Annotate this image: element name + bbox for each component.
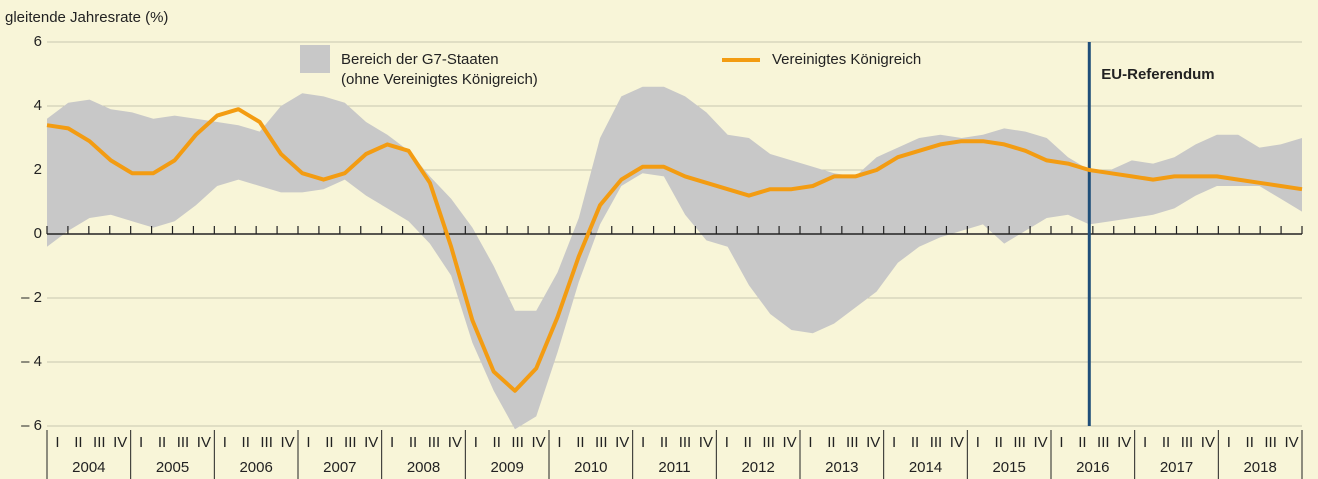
- quarter-label: IV: [364, 434, 378, 451]
- quarter-label: IV: [615, 434, 629, 451]
- year-label: 2006: [239, 459, 272, 476]
- quarter-label: II: [325, 434, 333, 451]
- year-label: 2004: [72, 459, 105, 476]
- y-tick-label: – 2: [21, 289, 42, 306]
- quarter-label: II: [911, 434, 919, 451]
- annotation-label: EU-Referendum: [1101, 66, 1214, 83]
- quarter-label: IV: [197, 434, 211, 451]
- quarter-label: I: [808, 434, 812, 451]
- quarter-label: I: [306, 434, 310, 451]
- quarter-label: I: [892, 434, 896, 451]
- g7-range-area: [47, 86, 1302, 430]
- quarter-label: III: [260, 434, 273, 451]
- quarter-label: III: [1097, 434, 1110, 451]
- quarter-label: II: [74, 434, 82, 451]
- quarter-label: II: [744, 434, 752, 451]
- quarter-label: I: [390, 434, 394, 451]
- y-tick-label: – 4: [21, 353, 42, 370]
- year-label: 2007: [323, 459, 356, 476]
- quarter-label: IV: [531, 434, 545, 451]
- quarter-label: III: [93, 434, 106, 451]
- quarter-label: II: [409, 434, 417, 451]
- quarter-label: III: [344, 434, 357, 451]
- quarter-label: II: [660, 434, 668, 451]
- quarter-label: I: [1059, 434, 1063, 451]
- quarter-label: IV: [113, 434, 127, 451]
- quarter-label: IV: [280, 434, 294, 451]
- quarter-label: IV: [950, 434, 964, 451]
- year-label: 2010: [574, 459, 607, 476]
- quarter-label: I: [725, 434, 729, 451]
- quarter-label: IV: [699, 434, 713, 451]
- year-label: 2009: [490, 459, 523, 476]
- quarter-label: II: [242, 434, 250, 451]
- quarter-label: III: [428, 434, 441, 451]
- quarter-label: IV: [1033, 434, 1047, 451]
- quarter-label: III: [679, 434, 692, 451]
- y-axis-label: gleitende Jahresrate (%): [5, 9, 168, 26]
- quarter-label: I: [223, 434, 227, 451]
- quarter-label: III: [177, 434, 190, 451]
- year-label: 2014: [909, 459, 942, 476]
- year-label: 2018: [1243, 459, 1276, 476]
- y-tick-label: 0: [34, 225, 42, 242]
- quarter-label: III: [762, 434, 775, 451]
- y-tick-label: 4: [34, 97, 42, 114]
- quarter-label: III: [846, 434, 859, 451]
- quarter-label: II: [995, 434, 1003, 451]
- quarter-label: I: [641, 434, 645, 451]
- quarter-label: I: [139, 434, 143, 451]
- year-label: 2008: [407, 459, 440, 476]
- quarter-label: IV: [1284, 434, 1298, 451]
- legend-label: Bereich der G7-Staaten: [341, 51, 499, 68]
- quarter-label: II: [576, 434, 584, 451]
- uk-line: [46, 107, 1303, 393]
- quarter-label: I: [1227, 434, 1231, 451]
- quarter-label: I: [55, 434, 59, 451]
- year-label: 2011: [658, 459, 690, 476]
- year-label: 2015: [992, 459, 1025, 476]
- quarter-label: III: [1264, 434, 1277, 451]
- quarter-label: III: [511, 434, 524, 451]
- quarter-label: III: [1013, 434, 1026, 451]
- quarter-label: IV: [1201, 434, 1215, 451]
- quarter-label: II: [1162, 434, 1170, 451]
- quarter-label: III: [595, 434, 608, 451]
- quarter-label: II: [1246, 434, 1254, 451]
- y-tick-label: 6: [34, 33, 42, 50]
- quarter-label: II: [1078, 434, 1086, 451]
- year-label: 2017: [1160, 459, 1193, 476]
- quarter-label: III: [930, 434, 943, 451]
- quarter-label: I: [1143, 434, 1147, 451]
- y-tick-label: – 6: [21, 417, 42, 434]
- year-label: 2012: [741, 459, 774, 476]
- quarter-label: I: [976, 434, 980, 451]
- quarter-label: II: [158, 434, 166, 451]
- quarter-label: IV: [866, 434, 880, 451]
- year-label: 2005: [156, 459, 189, 476]
- quarter-label: III: [1181, 434, 1194, 451]
- legend-label: (ohne Vereinigtes Königreich): [341, 71, 538, 88]
- year-label: 2016: [1076, 459, 1109, 476]
- quarter-label: I: [474, 434, 478, 451]
- legend-swatch: [300, 45, 330, 73]
- quarter-label: IV: [782, 434, 796, 451]
- quarter-label: I: [557, 434, 561, 451]
- y-tick-label: 2: [34, 161, 42, 178]
- quarter-label: II: [493, 434, 501, 451]
- quarter-label: IV: [448, 434, 462, 451]
- legend-label: Vereinigtes Königreich: [772, 51, 921, 68]
- year-label: 2013: [825, 459, 858, 476]
- quarter-label: IV: [1117, 434, 1131, 451]
- quarter-label: II: [827, 434, 835, 451]
